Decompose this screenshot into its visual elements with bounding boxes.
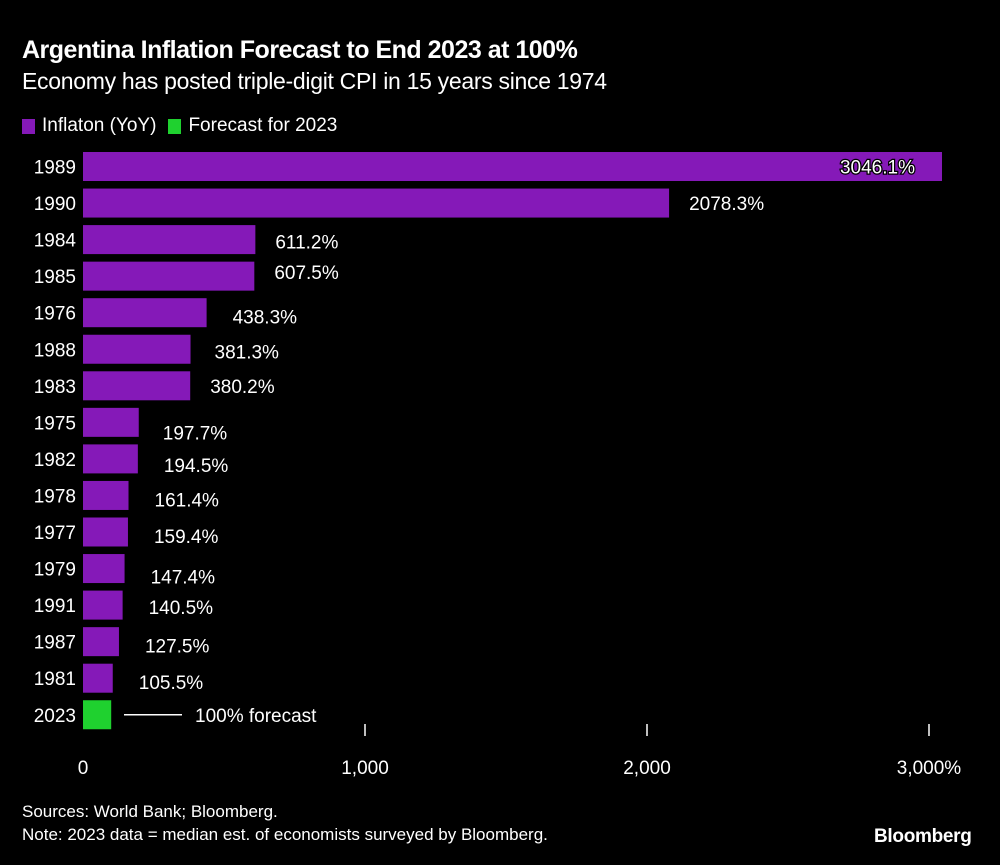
data-label: 607.5%	[274, 263, 339, 284]
x-tick-label: 1,000	[341, 758, 389, 779]
chart-title: Argentina Inflation Forecast to End 2023…	[22, 36, 578, 64]
bar	[83, 334, 191, 364]
bar	[83, 517, 128, 547]
category-label: 1979	[34, 560, 76, 581]
bar	[83, 663, 113, 693]
sources-note: Sources: World Bank; Bloomberg.	[22, 802, 278, 821]
chart-subtitle: Economy has posted triple-digit CPI in 1…	[22, 68, 607, 94]
data-label: 2078.3%	[689, 194, 764, 215]
x-tick-label: 2,000	[623, 758, 671, 779]
legend-swatch-forecast	[168, 118, 182, 134]
category-label: 1988	[34, 340, 76, 361]
forecast-bar	[83, 700, 112, 730]
data-label: 3046.1%	[840, 158, 915, 179]
category-label: 1977	[34, 523, 76, 544]
category-label: 2023	[34, 706, 76, 727]
legend-swatch-inflation	[22, 118, 35, 134]
bar	[83, 188, 670, 218]
data-label: 194.5%	[164, 456, 229, 477]
category-label: 1990	[34, 194, 76, 215]
data-label: 127.5%	[145, 637, 210, 658]
bar	[83, 261, 255, 291]
bar	[83, 627, 119, 657]
bar	[83, 152, 943, 181]
category-label: 1975	[34, 413, 76, 434]
data-label: 161.4%	[155, 490, 220, 511]
category-label: 1982	[34, 450, 76, 471]
category-label: 1984	[34, 231, 77, 252]
legend: Inflaton (YoY) Forecast for 2023	[22, 115, 349, 137]
legend-item-inflation: Inflaton (YoY)	[22, 115, 156, 137]
category-label: 1987	[34, 633, 76, 654]
bar	[83, 407, 139, 437]
category-label: 1985	[34, 267, 76, 288]
category-label: 1983	[34, 377, 76, 398]
bar	[83, 590, 123, 620]
bar	[83, 371, 191, 401]
data-note: Note: 2023 data = median est. of economi…	[22, 825, 548, 844]
category-label: 1978	[34, 486, 76, 507]
bar	[83, 480, 129, 510]
legend-label-inflation: Inflaton (YoY)	[42, 115, 157, 136]
category-label: 1989	[34, 158, 76, 179]
category-label: 1991	[34, 596, 76, 617]
data-label: 197.7%	[163, 423, 228, 444]
category-label: 1981	[34, 669, 76, 690]
data-label: 380.2%	[210, 377, 275, 398]
data-label: 438.3%	[233, 308, 298, 329]
data-label: 105.5%	[139, 673, 204, 694]
bar	[83, 554, 125, 584]
data-label: 140.5%	[149, 598, 214, 619]
footer: Sources: World Bank; Bloomberg. Note: 20…	[22, 800, 548, 846]
category-label: 1976	[34, 304, 76, 325]
bar	[83, 225, 256, 255]
data-label: 381.3%	[215, 342, 280, 363]
data-label: 611.2%	[275, 233, 338, 254]
x-tick-label: 3,000%	[897, 758, 962, 779]
data-label: 100% forecast	[195, 706, 317, 727]
legend-label-forecast: Forecast for 2023	[188, 115, 338, 136]
data-label: 159.4%	[154, 527, 219, 548]
bloomberg-logo: Bloomberg	[874, 826, 972, 847]
data-label: 147.4%	[151, 568, 216, 589]
bar	[83, 444, 138, 474]
x-tick-label: 0	[78, 758, 89, 779]
legend-item-forecast: Forecast for 2023	[168, 115, 337, 137]
bar	[83, 298, 207, 328]
